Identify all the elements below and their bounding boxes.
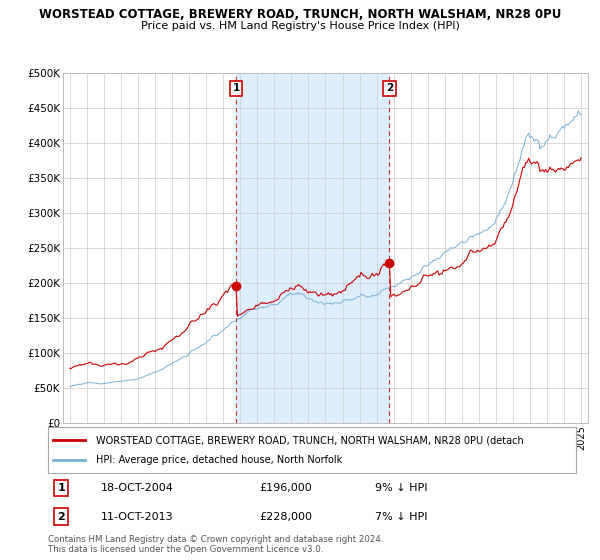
Text: 11-OCT-2013: 11-OCT-2013 <box>101 512 173 521</box>
Text: HPI: Average price, detached house, North Norfolk: HPI: Average price, detached house, Nort… <box>95 455 342 465</box>
Text: 2: 2 <box>58 512 65 521</box>
Text: 1: 1 <box>232 83 239 94</box>
Text: Contains HM Land Registry data © Crown copyright and database right 2024.
This d: Contains HM Land Registry data © Crown c… <box>48 535 383 554</box>
Text: Price paid vs. HM Land Registry's House Price Index (HPI): Price paid vs. HM Land Registry's House … <box>140 21 460 31</box>
Text: 2: 2 <box>386 83 393 94</box>
Bar <box>236 73 389 423</box>
Text: WORSTEAD COTTAGE, BREWERY ROAD, TRUNCH, NORTH WALSHAM, NR28 0PU: WORSTEAD COTTAGE, BREWERY ROAD, TRUNCH, … <box>39 8 561 21</box>
Text: 7% ↓ HPI: 7% ↓ HPI <box>376 512 428 521</box>
Text: £228,000: £228,000 <box>259 512 312 521</box>
Text: 9% ↓ HPI: 9% ↓ HPI <box>376 483 428 493</box>
Text: 1: 1 <box>58 483 65 493</box>
Text: 18-OCT-2004: 18-OCT-2004 <box>101 483 173 493</box>
Text: WORSTEAD COTTAGE, BREWERY ROAD, TRUNCH, NORTH WALSHAM, NR28 0PU (detach: WORSTEAD COTTAGE, BREWERY ROAD, TRUNCH, … <box>95 435 523 445</box>
Text: £196,000: £196,000 <box>259 483 312 493</box>
